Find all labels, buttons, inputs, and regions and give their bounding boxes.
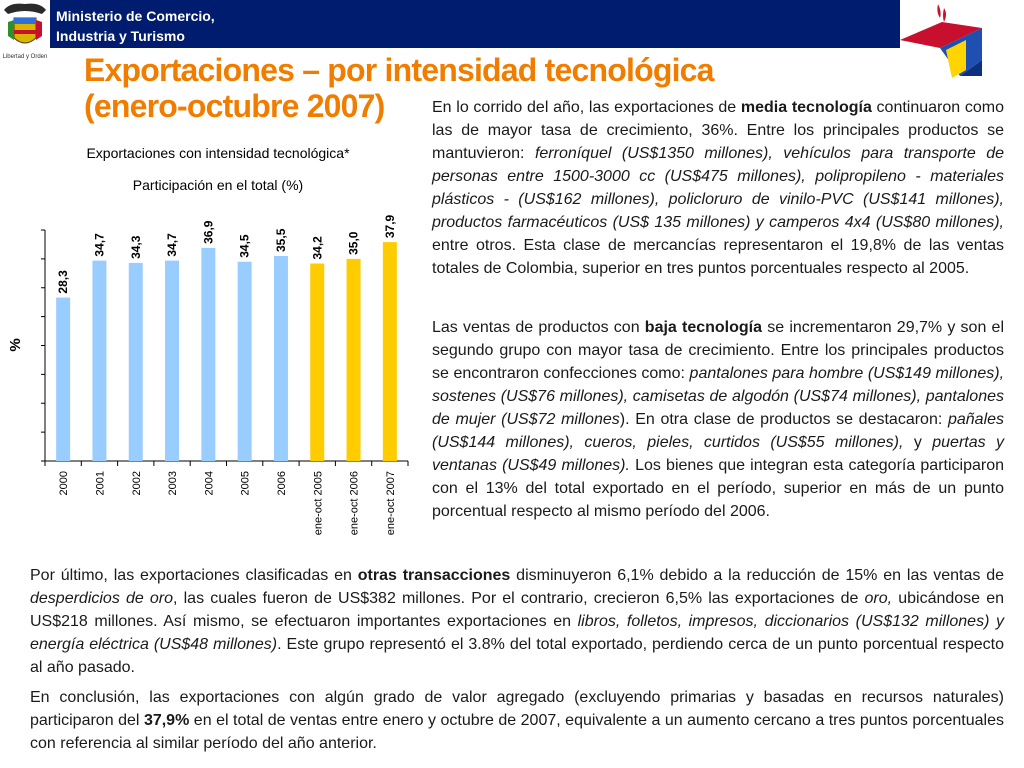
chart-subtitle: Participación en el total (%) xyxy=(133,177,303,193)
bar xyxy=(128,262,143,461)
x-tick-label: 2004 xyxy=(203,471,215,495)
emblem-motto: Libertad y Orden xyxy=(3,54,48,60)
p4-run: en el total de ventas entre enero y octu… xyxy=(30,712,1005,752)
p2-run: pantalones para hombre (US$149 millones)… xyxy=(432,365,1005,428)
p2-run: puertas y ventanas (US$49 millones). xyxy=(432,434,1005,474)
page-title-line-1: Exportaciones – por intensidad tecnológi… xyxy=(84,52,714,88)
p1-run: media tecnología xyxy=(740,99,872,116)
p3-run: disminuyeron 6,1% debido a la reducción … xyxy=(510,567,1005,584)
p2-run: Los bienes que integran esta categoría p… xyxy=(432,457,1004,520)
p3-run: oro, xyxy=(864,590,893,607)
p1-run: ferroníquel (US$1350 millones), vehículo… xyxy=(432,145,1005,231)
x-tick-label: 2000 xyxy=(58,471,70,495)
p4-run: 37,9% xyxy=(143,712,190,729)
bar-value-label: 34,2 xyxy=(310,236,324,260)
bar xyxy=(56,297,71,461)
x-tick-label: ene-oct 2007 xyxy=(385,471,397,535)
bar-value-label: 36,9 xyxy=(201,220,215,244)
y-axis-label: % xyxy=(7,338,24,351)
paragraph-conclusion: En conclusión, las exportaciones con alg… xyxy=(30,686,1004,755)
p2-run: y xyxy=(903,434,933,451)
p3-run: ubicándose en US$218 millones. Así mismo… xyxy=(30,590,1005,630)
p1-run: En lo corrido del año, las exportaciones… xyxy=(432,99,741,116)
coat-of-arms-logo: Libertad y Orden xyxy=(0,0,50,62)
p2-run: baja tecnología xyxy=(644,319,763,336)
ministry-name: Ministerio de Comercio, Industria y Turi… xyxy=(56,6,215,46)
x-tick-label: 2003 xyxy=(167,471,179,495)
x-tick-label: 2005 xyxy=(240,471,252,495)
p3-run: , las cuales fueron de US$382 millones. … xyxy=(173,590,865,607)
p2-run: Las ventas de productos con xyxy=(432,319,645,336)
header-bar xyxy=(0,0,900,48)
bar xyxy=(237,261,252,461)
bar-value-label: 34,7 xyxy=(165,233,179,257)
p3-run: Por último, las exportaciones clasificad… xyxy=(30,567,358,584)
x-tick-label: 2006 xyxy=(276,471,288,495)
page-title: Exportaciones – por intensidad tecnológi… xyxy=(84,52,714,124)
p4-run: En conclusión, las exportaciones con alg… xyxy=(30,689,1004,729)
p3-run: . Este grupo representó el 3.8% del tota… xyxy=(30,636,1004,676)
bar-value-label: 34,3 xyxy=(129,235,143,259)
p1-run: continuaron como las de mayor tasa de cr… xyxy=(432,99,1004,162)
p2-run: se incrementaron 29,7% y son el segundo … xyxy=(432,319,1005,382)
bar xyxy=(310,263,325,461)
bar-value-label: 34,7 xyxy=(92,233,106,257)
x-tick-label: 2001 xyxy=(94,471,106,495)
cube-logo xyxy=(896,0,1016,80)
bar-value-label: 35,0 xyxy=(347,231,361,255)
x-tick-label: ene-oct 2006 xyxy=(349,471,361,535)
bar-value-label: 35,5 xyxy=(274,228,288,252)
x-tick-label: 2002 xyxy=(131,471,143,495)
p3-run: libros, folletos, impresos, diccionarios… xyxy=(30,613,1004,653)
p3-run: desperdicios de oro xyxy=(30,590,174,607)
ministry-line-2: Industria y Turismo xyxy=(56,28,185,44)
bar xyxy=(201,247,216,461)
paragraph-media-tecnologia: En lo corrido del año, las exportaciones… xyxy=(432,96,1004,280)
p1-run: entre otros. Esta clase de mercancías re… xyxy=(432,237,1004,277)
bar xyxy=(273,255,288,461)
bar-value-label: 37,9 xyxy=(383,214,397,238)
paragraph-otras-transacciones: Por último, las exportaciones clasificad… xyxy=(30,564,1004,679)
p2-run: pañales (US$144 millones), cueros, piele… xyxy=(432,411,1005,451)
ministry-line-1: Ministerio de Comercio, xyxy=(56,8,215,24)
bar-value-label: 28,3 xyxy=(56,270,70,294)
paragraph-baja-tecnologia: Las ventas de productos con baja tecnolo… xyxy=(432,316,1004,523)
x-tick-label: ene-oct 2005 xyxy=(312,471,324,535)
page-title-line-2: (enero-octubre 2007) xyxy=(84,88,385,124)
bar-chart: Exportaciones con intensidad tecnológica… xyxy=(7,145,409,535)
chart-title: Exportaciones con intensidad tecnológica… xyxy=(86,145,350,161)
bar-value-label: 34,5 xyxy=(238,234,252,258)
p2-run: ). En otra clase de productos se destaca… xyxy=(619,411,948,428)
bar xyxy=(92,260,107,461)
bar xyxy=(165,260,180,461)
bar xyxy=(346,258,361,461)
bar xyxy=(382,242,397,461)
p3-run: otras transacciones xyxy=(357,567,511,584)
